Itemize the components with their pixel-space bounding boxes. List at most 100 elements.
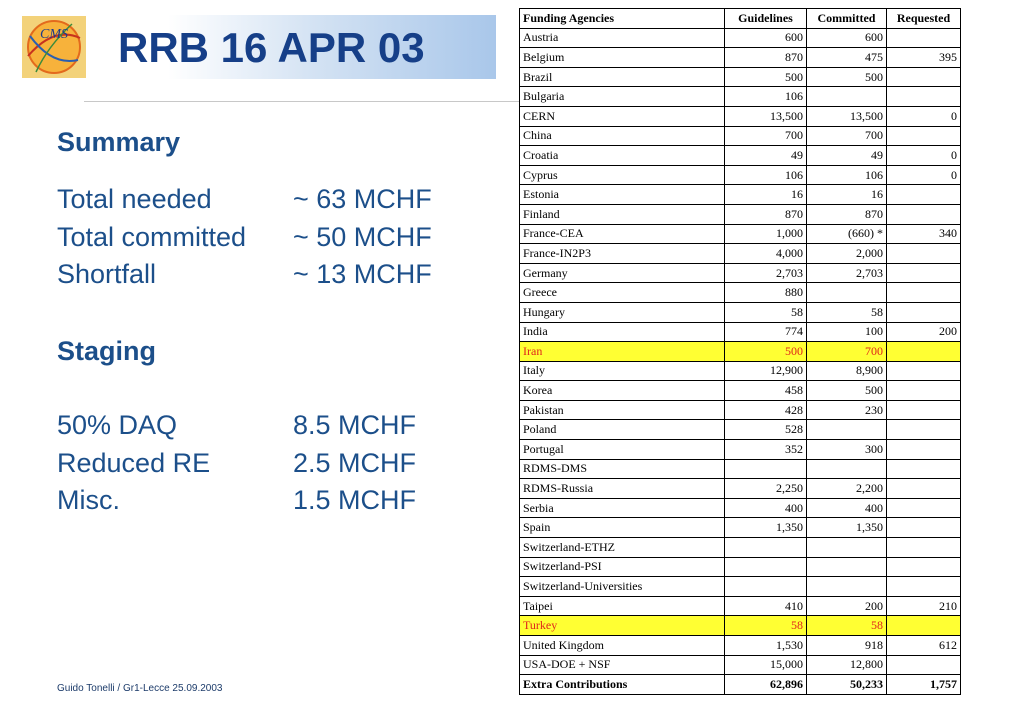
guidelines-cell: 62,896 <box>724 674 807 695</box>
requested-cell <box>886 419 961 441</box>
requested-cell: 1,757 <box>886 674 961 695</box>
guidelines-cell <box>724 458 807 480</box>
committed-cell: 2,200 <box>806 478 887 499</box>
committed-cell: 500 <box>806 380 887 401</box>
agency-name-cell: Switzerland-ETHZ <box>519 537 725 558</box>
requested-cell <box>886 497 961 519</box>
agency-name-cell: Serbia <box>519 497 725 519</box>
committed-cell <box>806 458 887 480</box>
guidelines-cell: 15,000 <box>724 654 807 676</box>
table-row: India 774 100 200 <box>519 321 961 343</box>
table-row: Finland 870 870 <box>519 203 961 225</box>
requested-cell <box>886 243 961 264</box>
table-row: Croatia 49 49 0 <box>519 145 961 166</box>
agency-name-cell: Portugal <box>519 439 725 460</box>
agency-name-cell: USA-DOE + NSF <box>519 654 725 676</box>
committed-cell: 12,800 <box>806 654 887 676</box>
committed-cell <box>806 419 887 441</box>
header-funding-agencies: Funding Agencies <box>519 8 725 29</box>
committed-cell: 8,900 <box>806 360 887 382</box>
guidelines-cell: 13,500 <box>724 105 807 127</box>
requested-cell <box>886 399 961 421</box>
guidelines-cell: 12,900 <box>724 360 807 382</box>
committed-cell <box>806 86 887 107</box>
table-row: Cyprus 106 106 0 <box>519 164 961 186</box>
agency-name-cell: Estonia <box>519 184 725 205</box>
agency-name-cell: Extra Contributions <box>519 674 725 695</box>
guidelines-cell: 58 <box>724 615 807 636</box>
table-row: Germany 2,703 2,703 <box>519 262 961 284</box>
requested-cell: 612 <box>886 635 961 656</box>
guidelines-cell: 410 <box>724 595 807 617</box>
guidelines-cell: 16 <box>724 184 807 205</box>
table-row: Switzerland-PSI <box>519 556 961 578</box>
table-row: Italy 12,900 8,900 <box>519 360 961 382</box>
guidelines-cell <box>724 576 807 597</box>
committed-cell: 100 <box>806 321 887 343</box>
table-header-row: Funding Agencies Guidelines Committed Re… <box>519 8 961 29</box>
committed-cell: 16 <box>806 184 887 205</box>
committed-cell: 475 <box>806 47 887 68</box>
committed-cell: 2,000 <box>806 243 887 264</box>
agency-name-cell: Belgium <box>519 47 725 68</box>
requested-cell <box>886 458 961 480</box>
table-row: Switzerland-Universities <box>519 576 961 597</box>
requested-cell <box>886 615 961 636</box>
table-row: Serbia 400 400 <box>519 497 961 519</box>
guidelines-cell: 106 <box>724 86 807 107</box>
guidelines-cell: 2,703 <box>724 262 807 284</box>
table-row: Portugal 352 300 <box>519 439 961 460</box>
agency-name-cell: Switzerland-Universities <box>519 576 725 597</box>
guidelines-cell: 500 <box>724 66 807 88</box>
guidelines-cell: 49 <box>724 145 807 166</box>
guidelines-cell: 880 <box>724 282 807 303</box>
requested-cell: 210 <box>886 595 961 617</box>
summary-value: ~ 50 MCHF <box>293 222 432 252</box>
guidelines-cell: 106 <box>724 164 807 186</box>
guidelines-cell: 400 <box>724 497 807 519</box>
agency-name-cell: Germany <box>519 262 725 284</box>
requested-cell <box>886 301 961 323</box>
guidelines-cell: 58 <box>724 301 807 323</box>
staging-line: Misc. 1.5 MCHF <box>57 485 416 516</box>
table-row: Taipei 410 200 210 <box>519 595 961 617</box>
table-row: RDMS-Russia 2,250 2,200 <box>519 478 961 499</box>
staging-label: 50% DAQ <box>57 410 178 440</box>
title-bar <box>96 15 496 79</box>
agency-name-cell: Brazil <box>519 66 725 88</box>
agency-name-cell: Switzerland-PSI <box>519 556 725 578</box>
agency-name-cell: France-CEA <box>519 223 725 245</box>
agency-name-cell: Croatia <box>519 145 725 166</box>
staging-label: Misc. <box>57 485 120 515</box>
requested-cell <box>886 66 961 88</box>
agency-name-cell: Hungary <box>519 301 725 323</box>
agency-name-cell: Spain <box>519 517 725 539</box>
logo-text: CMS <box>40 27 68 42</box>
committed-cell: 918 <box>806 635 887 656</box>
requested-cell <box>886 341 961 362</box>
guidelines-cell: 870 <box>724 203 807 225</box>
summary-label: Total needed <box>57 184 212 214</box>
table-row: Switzerland-ETHZ <box>519 537 961 558</box>
committed-cell <box>806 282 887 303</box>
table-row: Spain 1,350 1,350 <box>519 517 961 539</box>
requested-cell: 340 <box>886 223 961 245</box>
staging-heading: Staging <box>57 336 156 366</box>
guidelines-cell: 870 <box>724 47 807 68</box>
header-guidelines: Guidelines <box>724 8 807 29</box>
guidelines-cell: 458 <box>724 380 807 401</box>
requested-cell <box>886 282 961 303</box>
requested-cell: 0 <box>886 105 961 127</box>
committed-cell: 58 <box>806 615 887 636</box>
committed-cell: 2,703 <box>806 262 887 284</box>
agency-name-cell: Austria <box>519 27 725 49</box>
table-row: China 700 700 <box>519 125 961 147</box>
guidelines-cell: 700 <box>724 125 807 147</box>
requested-cell <box>886 556 961 578</box>
summary-value: ~ 13 MCHF <box>293 259 432 289</box>
header-requested: Requested <box>886 8 961 29</box>
staging-value: 2.5 MCHF <box>293 448 417 478</box>
staging-value: 1.5 MCHF <box>293 485 417 515</box>
requested-cell <box>886 654 961 676</box>
agency-name-cell: Cyprus <box>519 164 725 186</box>
